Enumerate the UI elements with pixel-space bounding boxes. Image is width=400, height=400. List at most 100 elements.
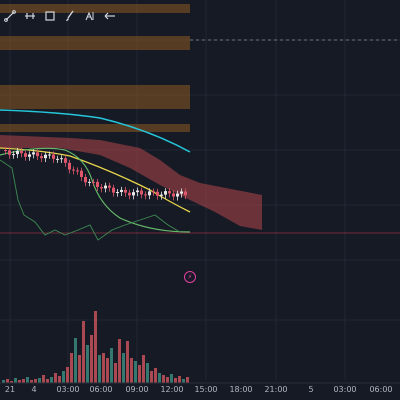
rectangle-tool-icon: [45, 11, 55, 21]
volume-bar: [146, 363, 149, 383]
candle-body: [28, 154, 31, 157]
candle-body: [92, 181, 95, 183]
candle-body: [132, 192, 135, 196]
candle-body: [164, 191, 167, 195]
candle-body: [40, 156, 43, 159]
time-axis-tick: 15:00: [194, 385, 218, 394]
volume-bar: [114, 363, 117, 383]
candle-body: [20, 150, 23, 154]
candle-body: [72, 169, 75, 171]
volume-bar: [110, 348, 113, 383]
long-position-tool-button[interactable]: [100, 6, 120, 26]
candle-body: [180, 191, 183, 194]
candle-body: [160, 194, 163, 196]
volume-bar: [182, 379, 185, 383]
candle-body: [48, 154, 51, 156]
candle-body: [136, 190, 139, 193]
brush-tool-button[interactable]: [60, 6, 80, 26]
volume-bar: [26, 377, 29, 383]
trend-line-tool-icon: [4, 10, 16, 22]
candle-body: [112, 187, 115, 193]
candle-body: [84, 176, 87, 183]
volume-bar: [30, 380, 33, 383]
volume-bar: [138, 365, 141, 383]
volume-bar: [86, 345, 89, 383]
chart-grid: [0, 0, 400, 380]
volume-bar: [66, 367, 69, 383]
time-axis-tick: 5: [308, 385, 314, 394]
annotation-tool-button[interactable]: [80, 6, 100, 26]
volume-bar: [94, 311, 97, 383]
horizontal-ray-tool-icon: [25, 13, 35, 19]
time-axis-tick: 18:00: [229, 385, 253, 394]
cloud-band: [0, 135, 262, 230]
lagging-span-line: [0, 159, 181, 241]
ichimoku-cloud: [0, 135, 262, 230]
cyan-moving-average-line: [0, 109, 191, 153]
volume-bar: [162, 375, 165, 383]
candle-body: [116, 192, 119, 194]
volume-bar: [78, 355, 81, 383]
candle-body: [12, 154, 15, 156]
volume-bar: [62, 371, 65, 383]
time-axis-tick: 4: [31, 385, 37, 394]
volume-bar: [178, 376, 181, 383]
volume-bar: [10, 381, 13, 383]
candle-body: [108, 185, 111, 188]
time-axis-tick: 03:00: [56, 385, 80, 394]
green-moving-average-line: [0, 147, 191, 233]
volume-bar: [6, 379, 9, 383]
horizontal-ray-tool-button[interactable]: [20, 6, 40, 26]
time-axis-tick: 06:00: [89, 385, 113, 394]
volume-bar: [134, 361, 137, 383]
volume-bar: [122, 353, 125, 383]
volume-bar: [130, 358, 133, 383]
trend-line-tool-button[interactable]: [0, 6, 20, 26]
candle-body: [168, 191, 171, 194]
time-axis-tick: 06:00: [369, 385, 393, 394]
time-axis-tick: 09:00: [125, 385, 149, 394]
time-axis-tick: 21:00: [264, 385, 288, 394]
volume-bar: [18, 380, 21, 383]
volume-bar: [126, 341, 129, 383]
candlesticks: [4, 147, 187, 201]
supply-zone-box: [0, 124, 190, 132]
rectangle-tool-button[interactable]: [40, 6, 60, 26]
candle-body: [152, 191, 155, 193]
candle-body: [148, 191, 151, 196]
volume-bar: [34, 379, 37, 383]
candle-body: [88, 181, 91, 183]
candle-body: [156, 191, 159, 196]
volume-bar: [98, 355, 101, 383]
volume-bar: [118, 339, 121, 383]
volume-histogram: [2, 311, 189, 383]
volume-bar: [186, 377, 189, 383]
time-axis-tick: 12:00: [160, 385, 184, 394]
volume-bar: [154, 368, 157, 383]
candle-body: [76, 170, 79, 172]
candle-body: [128, 192, 131, 196]
volume-bar: [50, 377, 53, 383]
candle-body: [24, 153, 27, 157]
event-marker-icon[interactable]: ⚡: [184, 271, 196, 283]
volume-bar: [174, 378, 177, 383]
candle-body: [32, 152, 35, 155]
candle-body: [172, 193, 175, 197]
candle-body: [68, 162, 71, 170]
volume-bar: [42, 375, 45, 383]
candle-body: [80, 170, 83, 177]
supply-zone-box: [0, 36, 190, 50]
volume-bar: [2, 380, 5, 383]
candle-body: [184, 191, 187, 196]
candle-body: [60, 158, 63, 160]
candle-body: [16, 150, 19, 155]
candle-body: [8, 150, 11, 155]
volume-bar: [38, 378, 41, 383]
volume-bar: [58, 376, 61, 383]
volume-bar: [70, 353, 73, 383]
volume-bar: [22, 379, 25, 383]
volume-bar: [170, 374, 173, 383]
volume-bar: [54, 373, 57, 383]
